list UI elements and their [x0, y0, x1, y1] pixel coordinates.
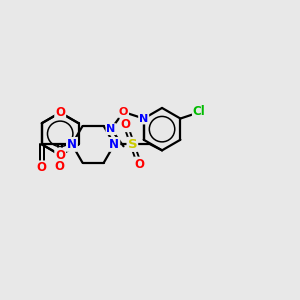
Text: O: O: [55, 160, 65, 173]
Text: N: N: [109, 138, 119, 151]
Text: O: O: [134, 158, 144, 171]
Text: O: O: [55, 148, 65, 161]
Text: O: O: [37, 161, 47, 174]
Text: O: O: [119, 107, 128, 117]
Text: N: N: [106, 124, 116, 134]
Text: O: O: [121, 118, 130, 131]
Text: O: O: [55, 106, 65, 119]
Text: N: N: [67, 138, 77, 151]
Text: S: S: [128, 138, 137, 151]
Text: Cl: Cl: [193, 105, 206, 118]
Text: N: N: [139, 113, 148, 124]
